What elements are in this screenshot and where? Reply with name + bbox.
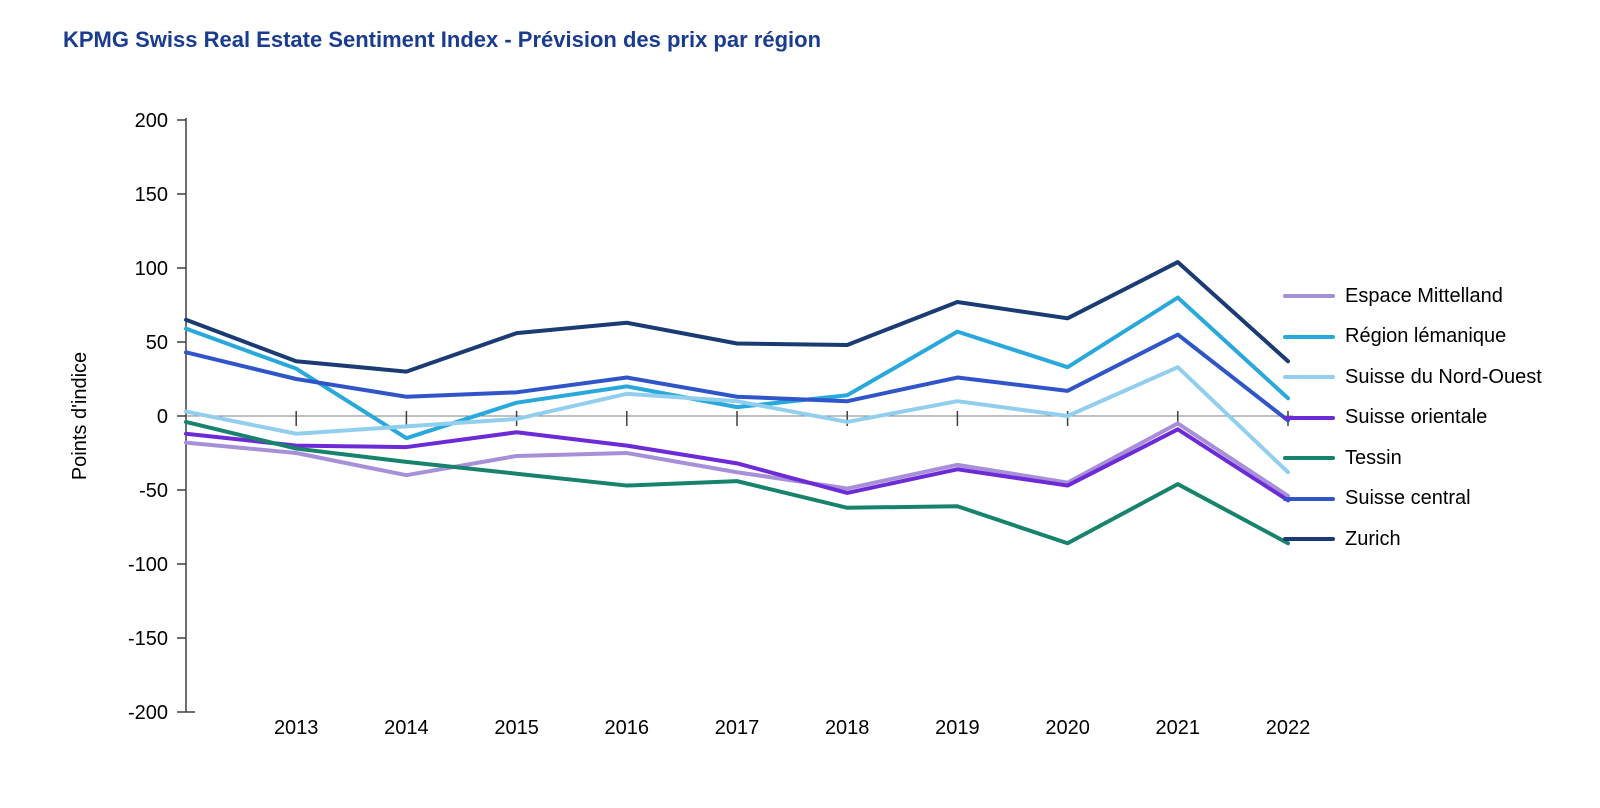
legend-label: Suisse central: [1345, 487, 1471, 510]
legend-swatch-suisse-central: [1283, 496, 1335, 501]
legend-label: Suisse du Nord-Ouest: [1345, 365, 1542, 388]
series-line-suisse-du-nord-ouest: [184, 365, 1290, 475]
legend-swatch-espace-mittelland: [1283, 294, 1335, 299]
y-tick-label: 50: [146, 332, 168, 354]
y-tick-label: -50: [139, 480, 168, 502]
series-line-espace-mittelland: [184, 421, 1290, 498]
legend-swatch-tessin: [1283, 456, 1335, 461]
chart-title: KPMG Swiss Real Estate Sentiment Index -…: [63, 27, 822, 52]
x-tick-label: 2015: [494, 717, 539, 739]
y-axis-title: Points d'indice: [69, 352, 91, 480]
legend-item-suisse-orientale: Suisse orientale: [1283, 398, 1542, 439]
y-tick-label: -150: [128, 628, 168, 650]
legend-swatch-region-lemanique: [1283, 334, 1335, 339]
legend-swatch-zurich: [1283, 537, 1335, 542]
series-line-zurich: [184, 260, 1290, 374]
series-line-region-lemanique: [184, 295, 1290, 441]
legend-label: Zurich: [1345, 527, 1401, 550]
x-tick-label: 2021: [1156, 717, 1201, 739]
series-line-suisse-central: [184, 332, 1290, 423]
legend-item-espace-mittelland: Espace Mittelland: [1283, 276, 1542, 317]
x-tick-label: 2013: [274, 717, 319, 739]
y-tick-label: 200: [135, 110, 168, 132]
y-tick-label: 150: [135, 184, 168, 206]
y-tick-label: 100: [135, 258, 168, 280]
legend-item-tessin: Tessin: [1283, 438, 1542, 479]
legend-swatch-suisse-orientale: [1283, 415, 1335, 420]
chart-legend: Espace Mittelland Région lémanique Suiss…: [1283, 276, 1542, 560]
series-line-tessin: [184, 419, 1290, 546]
x-tick-label: 2022: [1266, 717, 1311, 739]
legend-item-suisse-du-nord-ouest: Suisse du Nord-Ouest: [1283, 357, 1542, 398]
legend-item-suisse-central: Suisse central: [1283, 479, 1542, 520]
x-tick-label: 2014: [384, 717, 429, 739]
legend-label: Tessin: [1345, 446, 1402, 469]
y-tick-label: -100: [128, 554, 168, 576]
series-line-suisse-orientale: [184, 427, 1290, 503]
legend-item-zurich: Zurich: [1283, 519, 1542, 560]
x-tick-label: 2020: [1045, 717, 1090, 739]
legend-label: Région lémanique: [1345, 325, 1507, 348]
x-tick-label: 2019: [935, 717, 980, 739]
y-tick-label: 0: [157, 406, 168, 428]
x-tick-label: 2016: [605, 717, 650, 739]
legend-label: Espace Mittelland: [1345, 284, 1503, 307]
y-tick-label: -200: [128, 702, 168, 724]
x-tick-label: 2017: [715, 717, 760, 739]
legend-swatch-suisse-du-nord-ouest: [1283, 375, 1335, 380]
legend-label: Suisse orientale: [1345, 406, 1488, 429]
legend-item-region-lemanique: Région lémanique: [1283, 317, 1542, 358]
x-tick-label: 2018: [825, 717, 870, 739]
